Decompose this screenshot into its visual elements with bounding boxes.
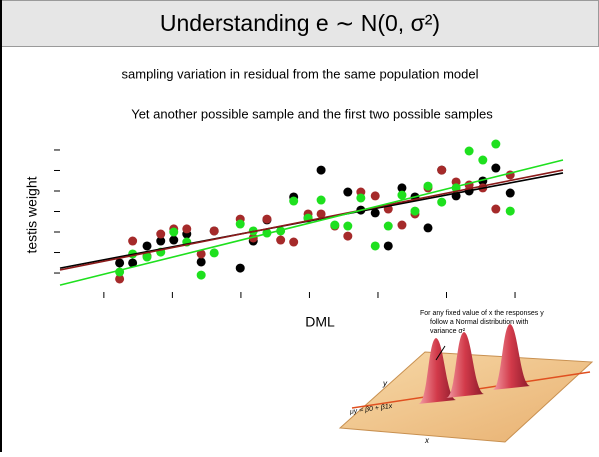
fit-line	[59, 159, 564, 286]
point	[370, 208, 380, 218]
point	[410, 206, 420, 216]
point	[505, 188, 515, 198]
inset-note: variance σ²	[430, 328, 466, 335]
x-axis-label: DML	[305, 314, 335, 330]
point	[196, 257, 206, 267]
point	[505, 206, 515, 216]
point	[289, 237, 299, 247]
point	[128, 236, 138, 246]
point	[330, 220, 340, 230]
point	[343, 187, 353, 197]
arrow	[435, 345, 446, 361]
point	[383, 221, 393, 231]
point	[316, 165, 326, 175]
point	[235, 263, 245, 273]
point	[182, 224, 192, 234]
inset-x-label: x	[424, 436, 430, 445]
title-bar	[0, 0, 599, 47]
point	[343, 231, 353, 241]
point	[370, 191, 380, 201]
point	[437, 165, 447, 175]
point	[156, 236, 166, 246]
point	[423, 223, 433, 233]
point	[423, 181, 433, 191]
point	[209, 226, 219, 236]
point	[196, 270, 206, 280]
point	[343, 221, 353, 231]
fit-line	[59, 169, 564, 271]
point	[397, 220, 407, 230]
point	[142, 241, 152, 251]
point	[383, 241, 393, 251]
bell-curve	[446, 332, 484, 398]
subtitle: sampling variation in residual from the …	[122, 66, 479, 81]
plot	[54, 139, 564, 298]
point	[169, 227, 179, 237]
point	[276, 235, 286, 245]
inset-diagram: y x μy = β0 + β1x For any fixed value of…	[338, 310, 594, 445]
point	[316, 209, 326, 219]
point	[491, 163, 501, 173]
point	[128, 258, 138, 268]
y-axis-label: testis weight	[24, 176, 40, 253]
slide-title: Understanding e ∼ N(0, σ²)	[160, 10, 440, 36]
point	[289, 196, 299, 206]
caption: Yet another possible sample and the firs…	[131, 106, 493, 121]
inset-y-label: y	[382, 379, 388, 388]
point	[235, 219, 245, 229]
point	[115, 258, 125, 268]
point	[397, 190, 407, 200]
inset-note: follow a Normal distribution with	[430, 319, 529, 326]
point	[316, 195, 326, 205]
point	[356, 193, 366, 203]
point	[491, 204, 501, 214]
point	[142, 252, 152, 262]
inset-note: For any fixed value of x the responses y	[420, 310, 544, 317]
bell-curve	[492, 324, 530, 390]
bell-curve	[418, 338, 456, 404]
point	[115, 274, 125, 284]
point	[156, 229, 166, 239]
point	[262, 214, 272, 224]
point	[437, 197, 447, 207]
plane	[338, 351, 594, 443]
point	[196, 249, 206, 259]
point	[478, 155, 488, 165]
point	[370, 241, 380, 251]
point	[397, 183, 407, 193]
point	[169, 235, 179, 245]
point	[464, 146, 474, 156]
point	[209, 248, 219, 258]
point	[491, 139, 501, 149]
